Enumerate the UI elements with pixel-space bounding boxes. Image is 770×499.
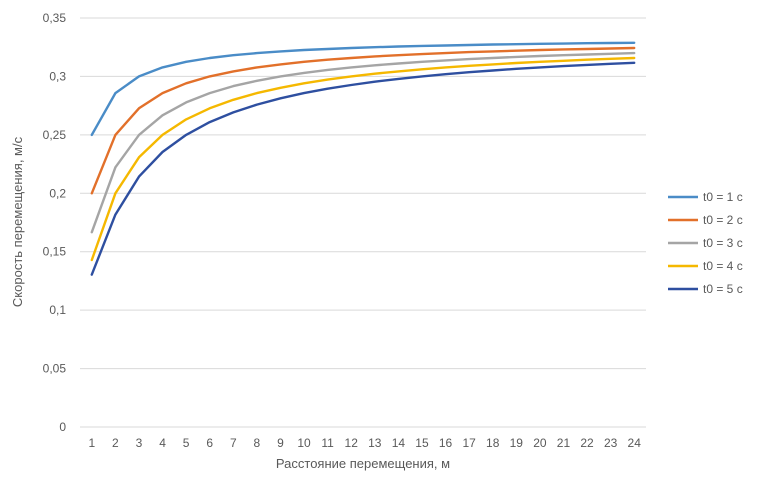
x-tick-label: 19 <box>510 436 524 450</box>
x-tick-label: 11 <box>321 436 334 450</box>
x-tick-label: 15 <box>415 436 429 450</box>
x-tick-label: 6 <box>206 436 213 450</box>
x-axis-title: Расстояние перемещения, м <box>276 456 450 471</box>
legend: t0 = 1 c t0 = 2 c t0 = 3 c t0 = 4 c t0 = 5 c <box>668 190 743 296</box>
y-tick-label: 0,25 <box>43 128 67 142</box>
x-tick-label: 2 <box>112 436 119 450</box>
y-tick-label: 0,2 <box>49 186 66 200</box>
x-tick-label: 17 <box>462 436 476 450</box>
x-tick-label: 21 <box>557 436 571 450</box>
y-tick-label: 0,15 <box>43 245 67 259</box>
series-line-1 <box>90 41 636 137</box>
legend-item: t0 = 4 c <box>668 259 743 273</box>
legend-label: t0 = 4 c <box>703 259 743 273</box>
legend-item: t0 = 5 c <box>668 282 743 296</box>
x-tick-label: 14 <box>392 436 406 450</box>
x-tick-label: 22 <box>580 436 594 450</box>
series-lines <box>90 41 636 276</box>
legend-label: t0 = 3 c <box>703 236 743 250</box>
x-tick-label: 16 <box>439 436 453 450</box>
y-tick-label: 0,35 <box>43 11 67 25</box>
series-line-2 <box>90 46 636 195</box>
x-tick-label: 18 <box>486 436 500 450</box>
y-axis-ticks: 0 0,05 0,1 0,15 0,2 0,25 0,3 0,35 <box>43 11 67 434</box>
x-tick-label: 12 <box>345 436 359 450</box>
legend-label: t0 = 5 c <box>703 282 743 296</box>
x-tick-label: 13 <box>368 436 382 450</box>
x-tick-label: 24 <box>628 436 642 450</box>
x-tick-label: 8 <box>254 436 261 450</box>
y-tick-label: 0 <box>59 420 66 434</box>
series-line-3 <box>90 51 636 234</box>
x-tick-label: 1 <box>88 436 95 450</box>
legend-item: t0 = 3 c <box>668 236 743 250</box>
gridlines <box>80 17 646 428</box>
x-tick-label: 4 <box>159 436 166 450</box>
x-tick-label: 3 <box>136 436 143 450</box>
legend-label: t0 = 2 c <box>703 213 743 227</box>
legend-item: t0 = 1 c <box>668 190 743 204</box>
x-tick-label: 9 <box>277 436 284 450</box>
legend-item: t0 = 2 c <box>668 213 743 227</box>
x-tick-label: 20 <box>533 436 547 450</box>
x-tick-label: 10 <box>297 436 311 450</box>
y-tick-label: 0,3 <box>49 69 66 83</box>
legend-label: t0 = 1 c <box>703 190 743 204</box>
x-tick-label: 23 <box>604 436 618 450</box>
series-line-4 <box>90 56 636 262</box>
x-tick-label: 5 <box>183 436 190 450</box>
y-tick-label: 0,05 <box>43 362 67 376</box>
x-axis-ticks: 1 2 3 4 5 6 7 8 9 10 11 12 13 14 15 16 17 18 19 20 21 22 23 24 <box>88 436 641 450</box>
y-axis-title: Скорость перемещения, м/с <box>10 136 25 307</box>
y-tick-label: 0,1 <box>49 303 66 317</box>
x-tick-label: 7 <box>230 436 237 450</box>
series-line-5 <box>90 61 636 276</box>
